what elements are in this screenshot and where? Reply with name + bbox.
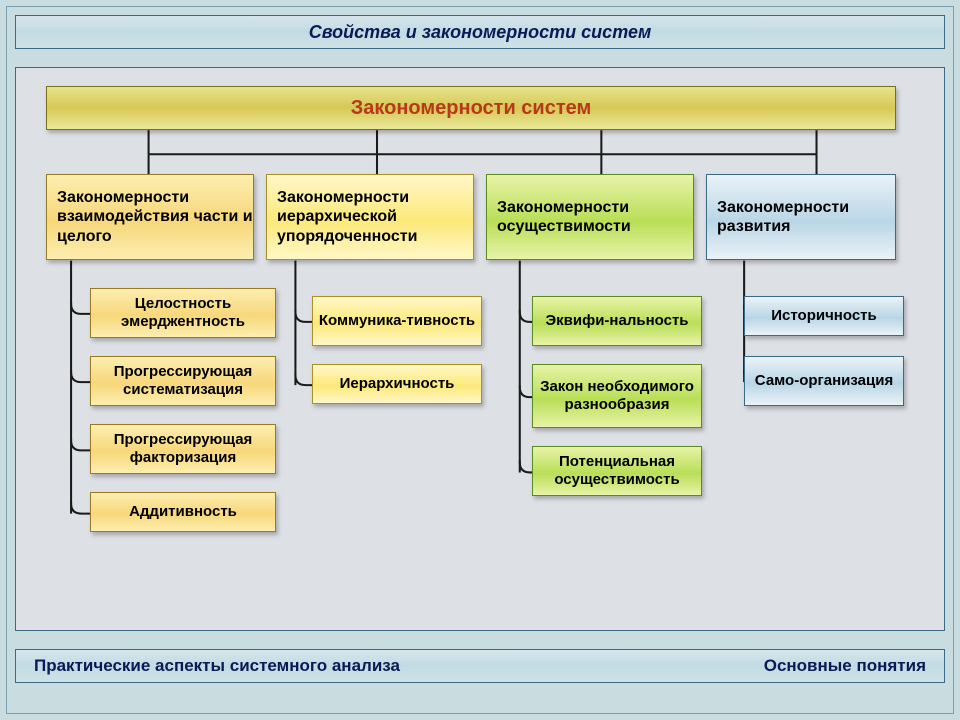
child-interaction-2-label: Прогрессирующая факторизация	[91, 431, 275, 467]
branch-hierarchy: Закономерности иерархической упорядоченн…	[266, 174, 474, 260]
child-feasibility-0: Эквифи-нальность	[532, 296, 702, 346]
footer-bar: Практические аспекты системного анализа …	[15, 649, 945, 683]
child-interaction-3: Аддитивность	[90, 492, 276, 532]
branch-hierarchy-label: Закономерности иерархической упорядоченн…	[277, 188, 473, 246]
child-interaction-2: Прогрессирующая факторизация	[90, 424, 276, 474]
connector-lines	[16, 68, 944, 630]
child-hierarchy-1-label: Иерархичность	[340, 375, 455, 393]
child-hierarchy-0: Коммуника-тивность	[312, 296, 482, 346]
child-interaction-0-label: Целостность эмерджентность	[91, 295, 275, 331]
child-development-0: Историчность	[744, 296, 904, 336]
diagram-panel: Закономерности систем Закономерности взаи…	[15, 67, 945, 631]
child-development-1: Само-организация	[744, 356, 904, 406]
child-interaction-0: Целостность эмерджентность	[90, 288, 276, 338]
child-feasibility-2-label: Потенциальная осуществимость	[533, 453, 701, 489]
child-feasibility-2: Потенциальная осуществимость	[532, 446, 702, 496]
root-box-label: Закономерности систем	[351, 96, 592, 120]
child-interaction-1-label: Прогрессирующая систематизация	[91, 363, 275, 399]
branch-development: Закономерности развития	[706, 174, 896, 260]
child-feasibility-1-label: Закон необходимого разнообразия	[533, 378, 701, 414]
branch-interaction-label: Закономерности взаимодействия части и це…	[57, 188, 253, 246]
child-development-0-label: Историчность	[771, 307, 876, 325]
footer-left: Практические аспекты системного анализа	[34, 656, 400, 676]
child-interaction-1: Прогрессирующая систематизация	[90, 356, 276, 406]
title-bar: Свойства и закономерности систем	[15, 15, 945, 49]
child-feasibility-0-label: Эквифи-нальность	[545, 312, 688, 330]
branch-development-label: Закономерности развития	[717, 198, 895, 236]
child-interaction-3-label: Аддитивность	[129, 503, 237, 521]
branch-interaction: Закономерности взаимодействия части и це…	[46, 174, 254, 260]
branch-feasibility-label: Закономерности осуществимости	[497, 198, 693, 236]
outer-frame: Свойства и закономерности систем Законом…	[6, 6, 954, 714]
footer-right: Основные понятия	[764, 656, 926, 676]
child-hierarchy-1: Иерархичность	[312, 364, 482, 404]
page-title: Свойства и закономерности систем	[309, 22, 652, 43]
child-hierarchy-0-label: Коммуника-тивность	[319, 312, 475, 330]
branch-feasibility: Закономерности осуществимости	[486, 174, 694, 260]
child-feasibility-1: Закон необходимого разнообразия	[532, 364, 702, 428]
child-development-1-label: Само-организация	[755, 372, 893, 390]
root-box: Закономерности систем	[46, 86, 896, 130]
